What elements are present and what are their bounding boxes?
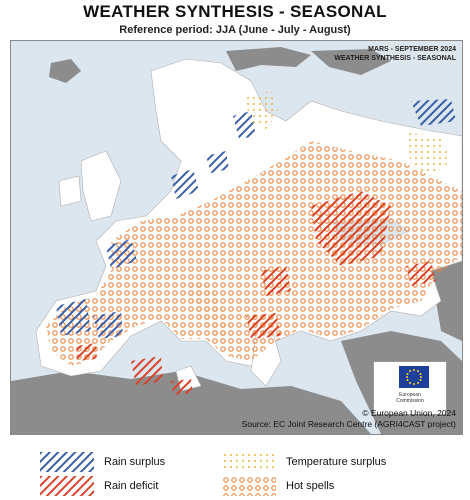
credit-line2: Source: EC Joint Research Centre (AGRI4C… <box>241 419 456 429</box>
legend-item-rain-deficit: Rain deficit <box>40 476 158 496</box>
map-title: WEATHER SYNTHESIS - SEASONAL <box>83 2 387 21</box>
map-subtitle: Reference period: JJA (June - July - Aug… <box>119 24 351 36</box>
map-panel: MARS - SEPTEMBER 2024 WEATHER SYNTHESIS … <box>10 40 463 435</box>
legend-item-temperature-surplus: Temperature surplus <box>222 452 386 472</box>
legend-label: Temperature surplus <box>286 456 387 468</box>
legend-item-rain-surplus: Rain surplus <box>40 452 165 472</box>
eu-logo-text: European Commission <box>396 392 424 404</box>
legend-item-hot-spells: Hot spells <box>222 476 334 496</box>
legend-label: Hot spells <box>286 480 335 492</box>
blue-hatch-icon <box>40 452 94 472</box>
legend: Rain surplus Rain deficit Temperature su… <box>0 440 470 500</box>
legend-label: Rain deficit <box>104 480 159 492</box>
rain-deficit-areas <box>76 191 436 395</box>
temperature-surplus-area-east <box>406 133 451 176</box>
red-hatch-icon <box>40 476 94 496</box>
credit-line1: © European Union, 2024 <box>362 408 456 418</box>
stamp-line1: MARS - SEPTEMBER 2024 <box>368 46 456 53</box>
source-credit: © European Union, 2024 Source: EC Joint … <box>242 408 456 430</box>
map-stamp: MARS - SEPTEMBER 2024 WEATHER SYNTHESIS … <box>334 45 456 63</box>
legend-label: Rain surplus <box>104 456 166 468</box>
yellow-dots-icon <box>222 452 276 472</box>
hot-spells-area-italy <box>191 281 231 341</box>
rain-surplus-areas <box>56 99 456 339</box>
orange-circles-icon <box>222 476 276 496</box>
european-commission-logo: European Commission <box>373 361 447 415</box>
europe-map <box>11 47 462 434</box>
stamp-line2: WEATHER SYNTHESIS - SEASONAL <box>334 55 456 62</box>
temperature-surplus-area <box>246 91 279 129</box>
eu-flag-icon <box>399 366 429 388</box>
